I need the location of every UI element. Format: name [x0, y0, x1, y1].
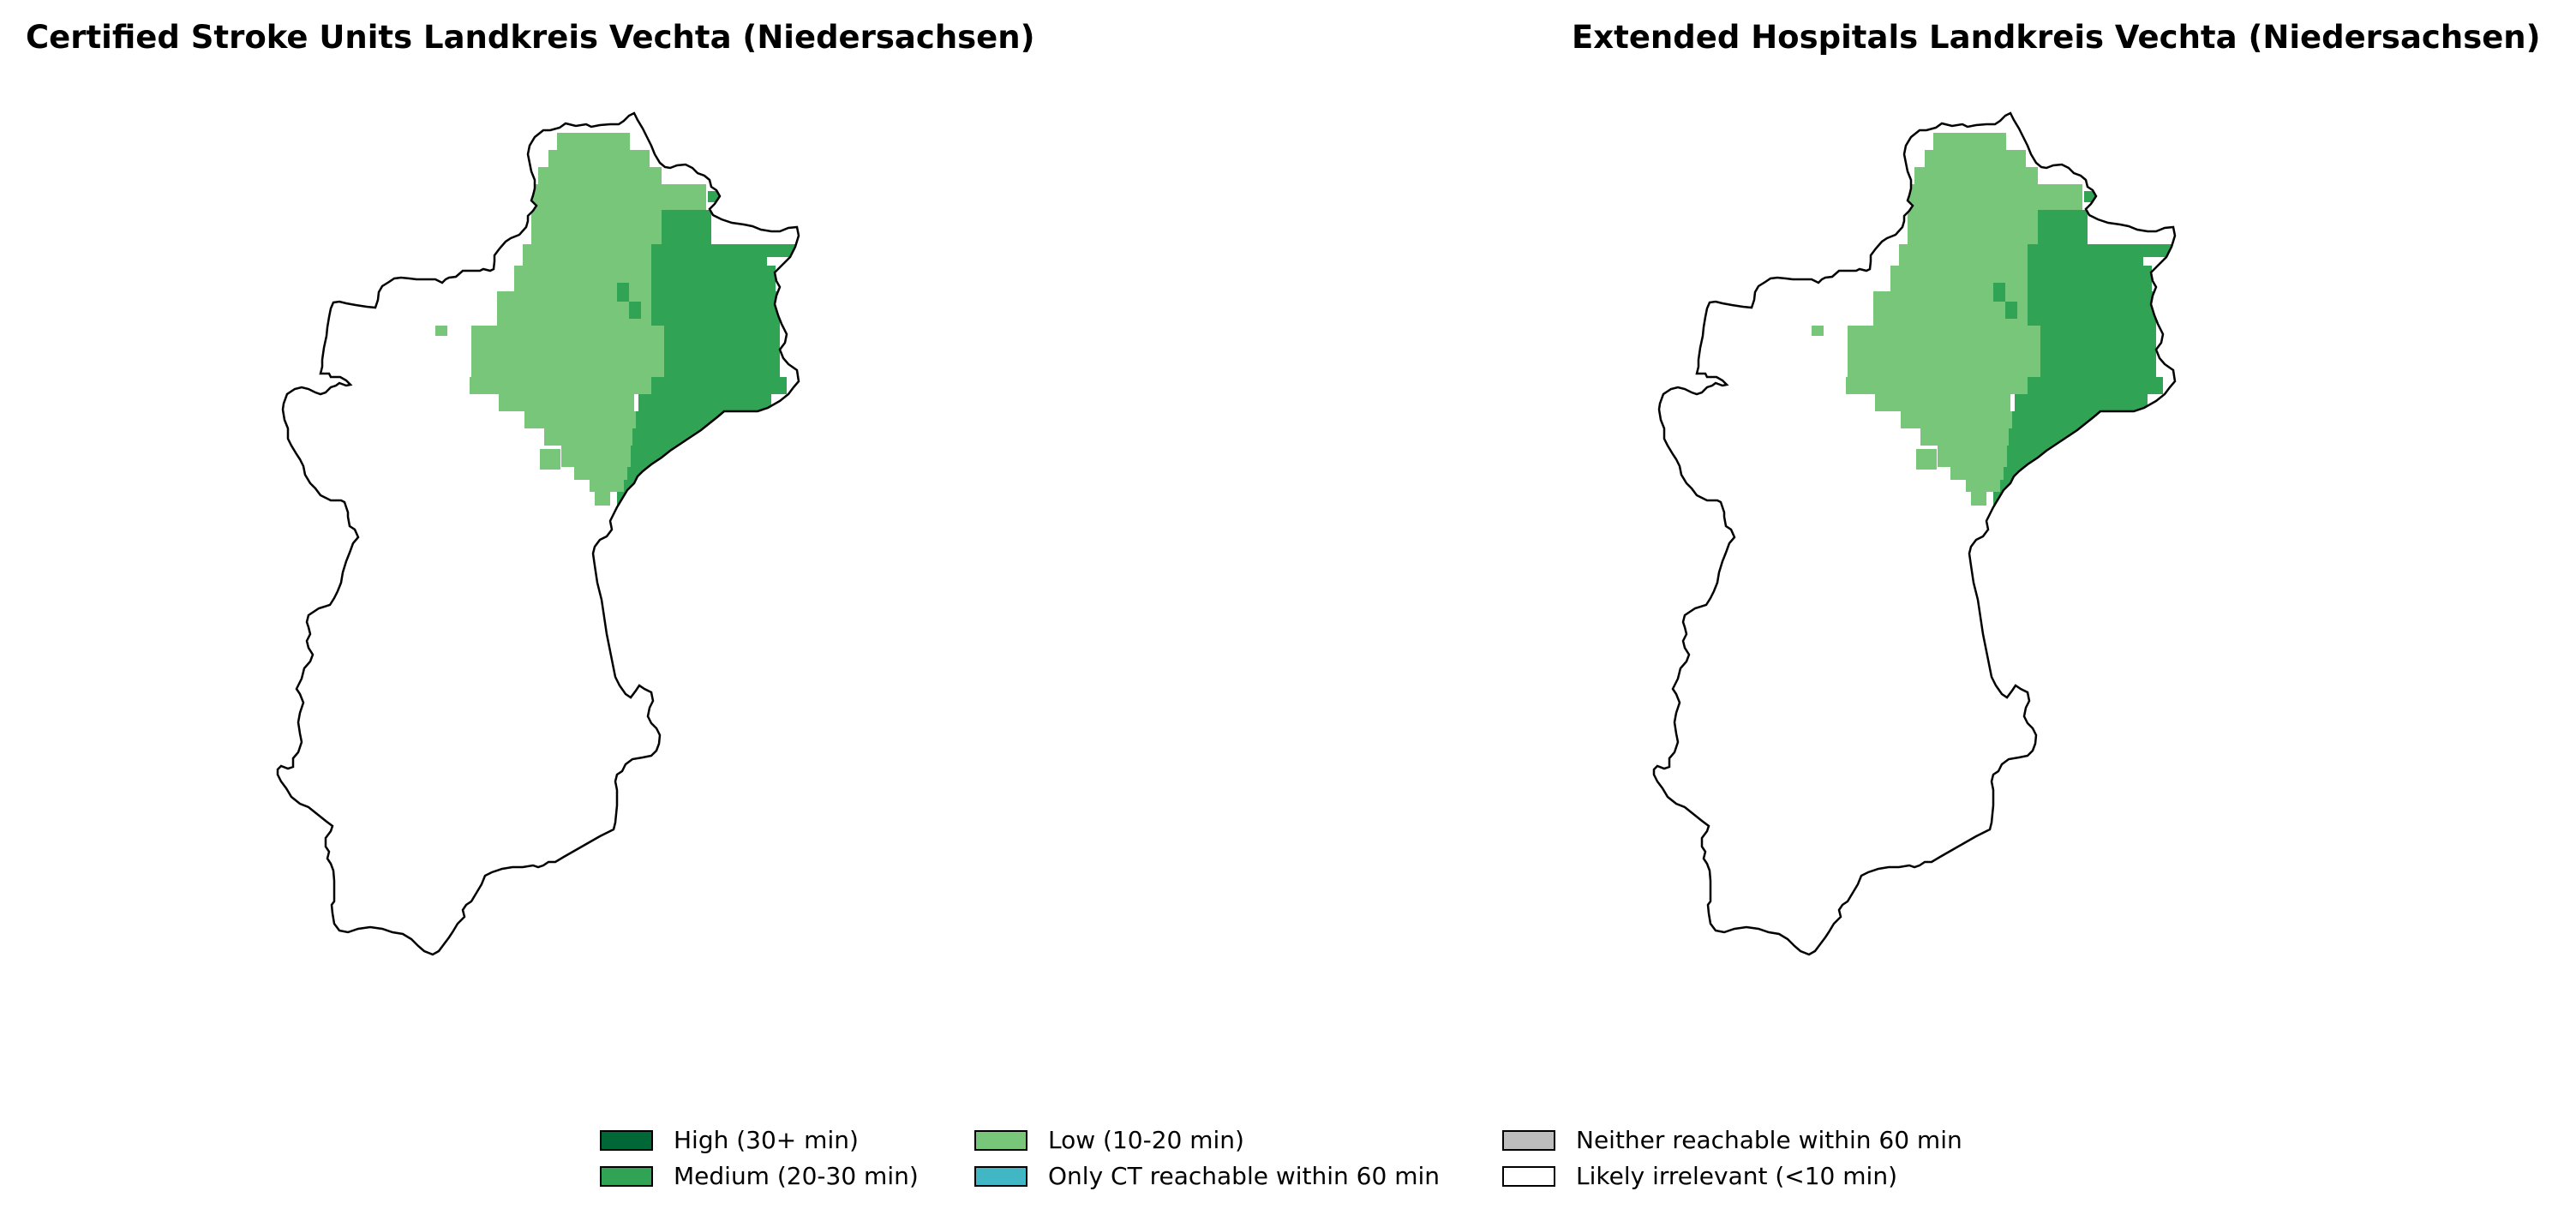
cell-low	[595, 492, 610, 506]
legend-swatch-low	[974, 1129, 1027, 1151]
cell-low	[574, 467, 638, 480]
legend-item-neither: Neither reachable within 60 min	[1502, 1126, 1962, 1154]
legend-swatch-medium	[600, 1165, 653, 1187]
legend-swatch-high	[600, 1129, 653, 1151]
cell-low	[1914, 167, 2038, 184]
legend-swatch-irrelevant	[1502, 1165, 1555, 1187]
cell-low	[1908, 184, 2082, 210]
cell-medium	[2028, 432, 2040, 444]
cell-low	[540, 449, 560, 470]
cell-medium	[651, 291, 780, 326]
map-extended-hospitals	[1652, 111, 2177, 956]
cell-low	[1846, 377, 2040, 394]
cell-medium	[638, 394, 771, 411]
cell-medium	[2005, 302, 2017, 319]
cell-medium	[2028, 266, 2152, 291]
cell-medium	[2040, 326, 2156, 377]
cell-medium	[2028, 244, 2143, 266]
cell-medium	[2028, 291, 2156, 326]
legend-swatch-only-ct	[974, 1165, 1027, 1187]
cell-low	[1920, 428, 2028, 446]
cell-low	[531, 184, 706, 210]
cell-low	[499, 394, 634, 411]
cell-low	[524, 411, 641, 428]
cell-medium	[763, 244, 797, 257]
map-title-certified-stroke-units: Certified Stroke Units Landkreis Vechta …	[26, 19, 1035, 56]
legend-label-medium: Medium (20-30 min)	[674, 1162, 919, 1190]
legend-item-only-ct: Only CT reachable within 60 min	[974, 1162, 1440, 1190]
cell-low	[1950, 467, 2015, 480]
legend-item-low: Low (10-20 min)	[974, 1126, 1244, 1154]
map-title-extended-hospitals: Extended Hospitals Landkreis Vechta (Nie…	[1572, 19, 2541, 56]
legend-label-high: High (30+ min)	[674, 1126, 859, 1154]
cell-low	[1848, 326, 2040, 377]
cell-low	[548, 150, 650, 167]
map-legend: High (30+ min) Medium (20-30 min) Low (1…	[0, 1126, 2576, 1212]
cell-medium	[662, 210, 711, 244]
legend-item-irrelevant: Likely irrelevant (<10 min)	[1502, 1162, 1897, 1190]
cell-low	[538, 167, 662, 184]
cell-low	[1938, 446, 2017, 467]
cell-low	[1925, 150, 2026, 167]
cell-medium	[2028, 377, 2163, 394]
legend-item-high: High (30+ min)	[600, 1126, 859, 1154]
cell-medium	[651, 244, 767, 266]
cell-medium	[2004, 467, 2045, 480]
cell-low	[514, 266, 651, 291]
cell-medium	[1993, 283, 2005, 302]
cell-low	[1933, 133, 2006, 150]
cell-low	[471, 326, 664, 377]
legend-label-irrelevant: Likely irrelevant (<10 min)	[1576, 1162, 1897, 1190]
cell-low	[1812, 326, 1824, 336]
cell-low	[1971, 492, 1986, 506]
cell-low	[561, 446, 641, 467]
cell-medium	[617, 283, 629, 302]
cell-medium	[651, 377, 787, 394]
cell-low	[557, 133, 630, 150]
district-boundary-vechta	[1652, 111, 2177, 956]
legend-label-low: Low (10-20 min)	[1048, 1126, 1244, 1154]
cell-medium	[651, 266, 776, 291]
district-boundary-vechta	[276, 111, 800, 956]
reachability-cells	[435, 133, 797, 506]
cell-low	[523, 244, 651, 266]
cell-low	[1901, 411, 2017, 428]
cell-medium	[636, 411, 754, 428]
cell-low	[531, 210, 663, 244]
legend-label-only-ct: Only CT reachable within 60 min	[1048, 1162, 1441, 1190]
reachability-cells	[1812, 133, 2173, 506]
cell-low	[1916, 449, 1937, 470]
cell-low	[1908, 210, 2040, 244]
cell-low	[470, 377, 664, 394]
cell-medium	[629, 302, 641, 319]
cell-low	[1875, 394, 2010, 411]
cell-medium	[2038, 210, 2088, 244]
cell-medium	[627, 467, 668, 480]
legend-item-medium: Medium (20-30 min)	[600, 1162, 919, 1190]
cell-medium	[2015, 394, 2148, 411]
cell-low	[1890, 266, 2028, 291]
cell-medium	[651, 432, 663, 444]
legend-swatch-neither	[1502, 1129, 1555, 1151]
cell-medium	[664, 326, 780, 377]
cell-low	[1899, 244, 2028, 266]
cell-low	[435, 326, 447, 336]
cell-medium	[2012, 411, 2130, 428]
cell-low	[544, 428, 651, 446]
map-certified-stroke-units	[276, 111, 800, 956]
legend-label-neither: Neither reachable within 60 min	[1576, 1126, 1962, 1154]
cell-medium	[2139, 244, 2173, 257]
